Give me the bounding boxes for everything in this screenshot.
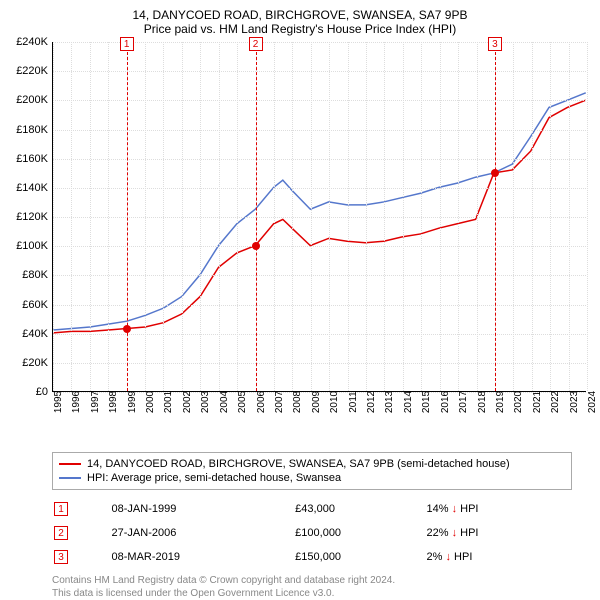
- event-marker: 2: [249, 37, 263, 51]
- events-table: 1 08-JAN-1999£43,00014% ↓ HPI 2 27-JAN-2006…: [52, 496, 572, 570]
- event-row: 2 27-JAN-2006£100,00022% ↓ HPI: [54, 522, 570, 544]
- event-box: 1: [54, 502, 68, 516]
- y-tick: £80K: [10, 269, 48, 281]
- event-price: £43,000: [295, 498, 424, 520]
- chart-subtitle: Price paid vs. HM Land Registry's House …: [10, 22, 590, 36]
- x-tick: 2020: [513, 391, 524, 413]
- event-dot: [252, 242, 260, 250]
- chart-area: £0 £20K £40K £60K £80K £100K £120K £140K £160K £1…: [10, 42, 590, 422]
- x-tick: 2007: [274, 391, 285, 413]
- arrow-down-icon: ↓: [452, 503, 458, 515]
- x-tick: 2001: [163, 391, 174, 413]
- x-tick: 2003: [200, 391, 211, 413]
- x-tick: 1999: [127, 391, 138, 413]
- x-tick: 2004: [219, 391, 230, 413]
- x-tick: 2023: [569, 391, 580, 413]
- x-tick: 2000: [145, 391, 156, 413]
- x-tick: 2011: [348, 391, 359, 413]
- x-tick: 2006: [256, 391, 267, 413]
- legend-row: HPI: Average price, semi-detached house,…: [59, 471, 565, 485]
- x-tick: 2018: [477, 391, 488, 413]
- y-tick: £140K: [10, 182, 48, 194]
- x-tick: 2024: [587, 391, 598, 413]
- footer: Contains HM Land Registry data © Crown c…: [52, 574, 590, 600]
- y-tick: £40K: [10, 328, 48, 340]
- x-tick: 2015: [421, 391, 432, 413]
- arrow-down-icon: ↓: [445, 551, 451, 563]
- series-hpi: [53, 93, 585, 330]
- x-tick: 2017: [458, 391, 469, 413]
- footer-line2: This data is licensed under the Open Gov…: [52, 587, 590, 600]
- x-tick: 2005: [237, 391, 248, 413]
- x-tick: 2013: [384, 391, 395, 413]
- chart-title: 14, DANYCOED ROAD, BIRCHGROVE, SWANSEA, …: [10, 8, 590, 22]
- legend-label: HPI: Average price, semi-detached house,…: [87, 472, 341, 484]
- y-tick: £200K: [10, 94, 48, 106]
- x-tick: 2014: [403, 391, 414, 413]
- event-dot: [491, 169, 499, 177]
- y-tick: £60K: [10, 299, 48, 311]
- event-date: 27-JAN-2006: [112, 522, 294, 544]
- legend: 14, DANYCOED ROAD, BIRCHGROVE, SWANSEA, …: [52, 452, 572, 490]
- x-tick: 1996: [71, 391, 82, 413]
- event-date: 08-MAR-2019: [112, 546, 294, 568]
- y-tick: £20K: [10, 357, 48, 369]
- event-pct: 22% ↓ HPI: [427, 522, 570, 544]
- legend-swatch: [59, 463, 81, 465]
- x-tick: 2009: [311, 391, 322, 413]
- event-pct: 2% ↓ HPI: [427, 546, 570, 568]
- x-tick: 2019: [495, 391, 506, 413]
- y-tick: £100K: [10, 240, 48, 252]
- chart-container: 14, DANYCOED ROAD, BIRCHGROVE, SWANSEA, …: [0, 0, 600, 590]
- x-tick: 1998: [108, 391, 119, 413]
- x-tick: 1995: [53, 391, 64, 413]
- x-tick: 2016: [440, 391, 451, 413]
- x-tick: 2012: [366, 391, 377, 413]
- x-tick: 2021: [532, 391, 543, 413]
- event-row: 1 08-JAN-1999£43,00014% ↓ HPI: [54, 498, 570, 520]
- legend-row: 14, DANYCOED ROAD, BIRCHGROVE, SWANSEA, …: [59, 457, 565, 471]
- y-tick: £0: [10, 386, 48, 398]
- x-tick: 2022: [550, 391, 561, 413]
- event-marker: 1: [120, 37, 134, 51]
- x-tick: 1997: [90, 391, 101, 413]
- event-marker: 3: [488, 37, 502, 51]
- y-tick: £160K: [10, 153, 48, 165]
- event-box: 3: [54, 550, 68, 564]
- x-tick: 2008: [292, 391, 303, 413]
- legend-swatch: [59, 477, 81, 479]
- legend-label: 14, DANYCOED ROAD, BIRCHGROVE, SWANSEA, …: [87, 458, 510, 470]
- y-tick: £240K: [10, 36, 48, 48]
- event-price: £100,000: [295, 522, 424, 544]
- event-price: £150,000: [295, 546, 424, 568]
- y-tick: £180K: [10, 124, 48, 136]
- event-date: 08-JAN-1999: [112, 498, 294, 520]
- event-pct: 14% ↓ HPI: [427, 498, 570, 520]
- x-tick: 2010: [329, 391, 340, 413]
- event-row: 3 08-MAR-2019£150,0002% ↓ HPI: [54, 546, 570, 568]
- arrow-down-icon: ↓: [452, 527, 458, 539]
- footer-line1: Contains HM Land Registry data © Crown c…: [52, 574, 590, 587]
- y-tick: £120K: [10, 211, 48, 223]
- event-box: 2: [54, 526, 68, 540]
- y-tick: £220K: [10, 65, 48, 77]
- plot-region: 1995199619971998199920002001200220032004…: [52, 42, 586, 392]
- x-tick: 2002: [182, 391, 193, 413]
- event-dot: [123, 325, 131, 333]
